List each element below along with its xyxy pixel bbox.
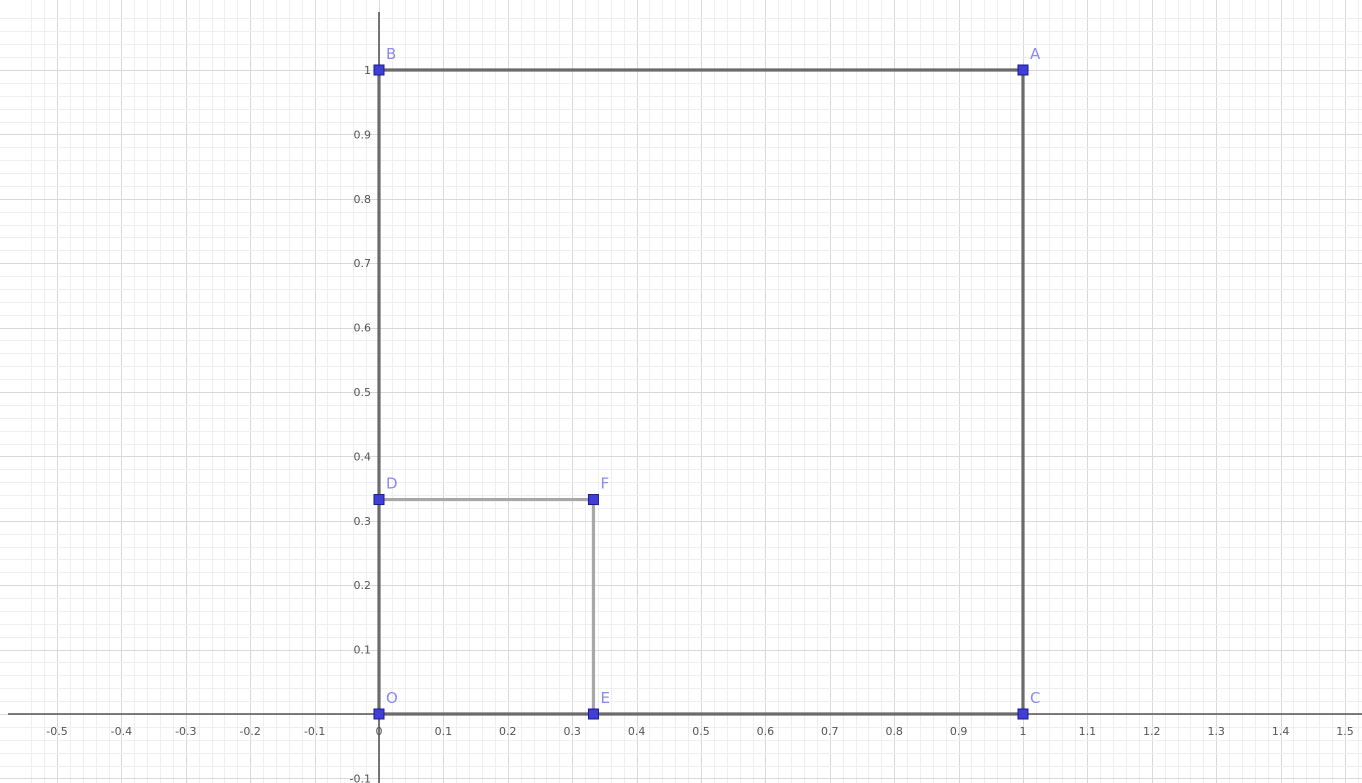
point-label-a: A bbox=[1030, 45, 1041, 63]
point-f[interactable] bbox=[587, 494, 599, 506]
y-tick-label: 0.7 bbox=[354, 257, 372, 270]
point-e[interactable] bbox=[587, 708, 599, 720]
x-tick-label: 0.8 bbox=[885, 725, 903, 738]
y-tick-label: 0.4 bbox=[354, 450, 372, 463]
y-tick-label: 0.2 bbox=[354, 579, 372, 592]
x-tick-label: 1 bbox=[1020, 725, 1027, 738]
x-tick-label: 1.2 bbox=[1143, 725, 1161, 738]
y-tick-label: 1 bbox=[364, 64, 371, 77]
x-tick-label: -0.5 bbox=[46, 725, 67, 738]
y-tick-label: 0.6 bbox=[354, 322, 372, 335]
y-tick-label: 0.5 bbox=[354, 386, 372, 399]
points: B A D F O E C bbox=[373, 45, 1041, 720]
y-tick-label: 0.1 bbox=[354, 644, 372, 657]
point-label-o: O bbox=[386, 689, 398, 707]
x-tick-label: 0.5 bbox=[692, 725, 710, 738]
point-label-e: E bbox=[600, 689, 609, 707]
point-label-b: B bbox=[386, 45, 396, 63]
y-tick-label: -0.1 bbox=[350, 772, 371, 783]
point-o[interactable] bbox=[373, 708, 385, 720]
y-tick-label: 0.3 bbox=[354, 515, 372, 528]
x-tick-label: 0.9 bbox=[950, 725, 968, 738]
x-tick-label: 0.7 bbox=[821, 725, 839, 738]
x-tick-label: -0.2 bbox=[239, 725, 260, 738]
x-tick-label: 0.4 bbox=[628, 725, 646, 738]
x-tick-label: -0.1 bbox=[304, 725, 325, 738]
segments bbox=[377, 68, 1025, 716]
x-tick-label: 1.5 bbox=[1336, 725, 1354, 738]
point-a[interactable] bbox=[1017, 64, 1029, 76]
point-label-f: F bbox=[600, 475, 609, 493]
point-b[interactable] bbox=[373, 64, 385, 76]
x-tick-label: 0.1 bbox=[435, 725, 453, 738]
y-tick-label: 0.9 bbox=[354, 128, 372, 141]
point-d[interactable] bbox=[373, 494, 385, 506]
x-tick-label: 1.1 bbox=[1079, 725, 1097, 738]
x-tick-label: 1.4 bbox=[1272, 725, 1290, 738]
x-tick-label: -0.4 bbox=[111, 725, 132, 738]
y-tick-label: 0.8 bbox=[354, 193, 372, 206]
x-tick-label: 0.3 bbox=[563, 725, 581, 738]
point-c[interactable] bbox=[1017, 708, 1029, 720]
axes bbox=[8, 12, 1362, 783]
x-tick-label: 1.3 bbox=[1207, 725, 1225, 738]
x-tick-label: 0.2 bbox=[499, 725, 517, 738]
x-tick-label: 0 bbox=[376, 725, 383, 738]
tick-labels: -0.5 -0.4 -0.3 -0.2 -0.1 0 0.1 0.2 0.3 0.4 0.5 0.6 0… bbox=[46, 64, 1353, 783]
point-label-c: C bbox=[1030, 689, 1040, 707]
point-label-d: D bbox=[386, 475, 398, 493]
x-tick-label: 0.6 bbox=[757, 725, 775, 738]
x-tick-label: -0.3 bbox=[175, 725, 196, 738]
